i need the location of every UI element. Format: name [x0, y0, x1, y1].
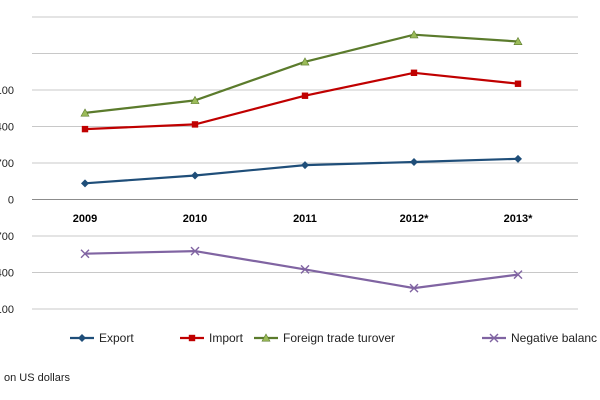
legend-entry: Import — [180, 331, 244, 345]
data-point — [301, 92, 309, 99]
data-point — [300, 264, 310, 274]
series-line — [84, 33, 519, 114]
data-point — [409, 30, 419, 39]
data-point — [514, 80, 522, 87]
y-tick-label: 700 — [0, 158, 14, 170]
x-tick-label: 2013* — [504, 213, 533, 225]
data-point — [188, 334, 196, 342]
y-tick-label: 700 — [0, 231, 14, 243]
data-point — [410, 69, 418, 76]
series-export — [81, 154, 522, 188]
x-tick-label: 2010 — [183, 213, 207, 225]
data-point — [78, 334, 86, 342]
legend: Export Import Foreign trade turover Negativ… — [70, 331, 597, 345]
data-point — [191, 121, 199, 128]
data-point — [410, 157, 418, 166]
data-point — [261, 333, 271, 342]
legend-label: Import — [209, 331, 244, 345]
series-foreign-trade-turover — [80, 30, 523, 117]
data-point — [81, 179, 89, 188]
y-tick-label: 400 — [0, 268, 14, 280]
series-lines — [80, 30, 523, 293]
legend-entry: Export — [70, 331, 134, 345]
data-point — [301, 161, 309, 170]
y-tick-label: 400 — [0, 122, 14, 134]
data-point — [191, 171, 199, 180]
data-point — [80, 249, 90, 259]
legend-label: Export — [99, 331, 134, 345]
x-axis-tick-labels: 2009 2010 2011 2012* 2013* — [73, 213, 533, 225]
y-tick-label: 100 — [0, 304, 14, 316]
series-line — [84, 249, 519, 290]
data-point — [514, 154, 522, 163]
data-point — [80, 108, 90, 117]
series-line — [84, 71, 519, 131]
x-tick-label: 2009 — [73, 213, 97, 225]
x-tick-label: 2011 — [293, 213, 317, 225]
unit-note: on US dollars — [4, 372, 71, 384]
data-point — [489, 333, 499, 343]
legend-entry: Negative balanc — [482, 331, 597, 345]
data-point — [300, 57, 310, 66]
x-tick-label: 2012* — [400, 213, 429, 225]
data-point — [190, 246, 200, 256]
y-axis-tick-labels: 100 400 700 0 700 400 100 — [0, 85, 14, 316]
series-line — [84, 157, 519, 185]
legend-label: Negative balanc — [511, 331, 597, 345]
data-point — [190, 95, 200, 104]
series-negative-balance — [80, 246, 523, 293]
data-point — [409, 283, 419, 293]
series-import — [81, 69, 522, 133]
data-point — [513, 270, 523, 280]
y-tick-label: 0 — [8, 195, 14, 207]
y-tick-label: 100 — [0, 85, 14, 97]
data-point — [81, 125, 89, 133]
legend-label: Foreign trade turover — [283, 331, 395, 345]
data-point — [513, 36, 523, 46]
legend-entry: Foreign trade turover — [254, 331, 395, 345]
